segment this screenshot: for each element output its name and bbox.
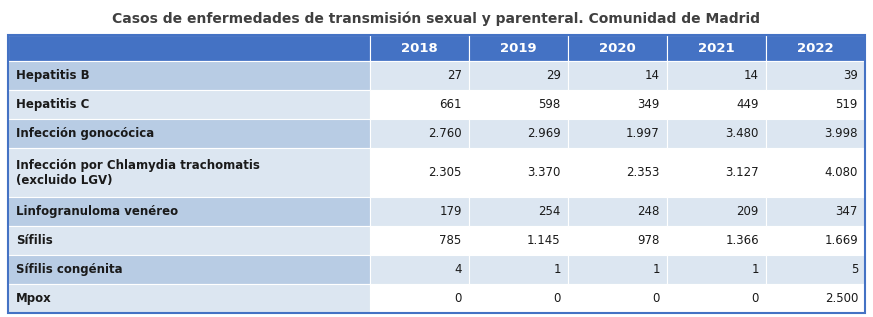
Text: 598: 598 [539, 98, 560, 111]
Text: 2018: 2018 [401, 42, 437, 55]
Text: 2.305: 2.305 [429, 166, 462, 179]
Text: Linfogranuloma venéreo: Linfogranuloma venéreo [16, 205, 178, 218]
Text: 3.127: 3.127 [725, 166, 759, 179]
Text: 5: 5 [850, 263, 858, 276]
Text: 14: 14 [645, 69, 660, 82]
Text: 254: 254 [539, 205, 560, 218]
Text: 2.760: 2.760 [428, 127, 462, 140]
Text: 2019: 2019 [500, 42, 537, 55]
Text: Hepatitis C: Hepatitis C [16, 98, 89, 111]
Text: 0: 0 [553, 292, 560, 305]
Text: 661: 661 [439, 98, 462, 111]
Text: 4: 4 [454, 263, 462, 276]
Text: 2.500: 2.500 [825, 292, 858, 305]
Text: 1.669: 1.669 [824, 234, 858, 247]
Text: 1: 1 [652, 263, 660, 276]
Text: 2020: 2020 [599, 42, 636, 55]
Text: 14: 14 [744, 69, 759, 82]
Text: 2.969: 2.969 [527, 127, 560, 140]
Text: Infección gonocócica: Infección gonocócica [16, 127, 155, 140]
Text: 785: 785 [439, 234, 462, 247]
Text: Mpox: Mpox [16, 292, 52, 305]
Text: 3.480: 3.480 [725, 127, 759, 140]
Text: 1.366: 1.366 [725, 234, 759, 247]
Text: 0: 0 [454, 292, 462, 305]
Text: Infección por Chlamydia trachomatis
(excluido LGV): Infección por Chlamydia trachomatis (exc… [16, 158, 260, 186]
Text: Casos de enfermedades de transmisión sexual y parenteral. Comunidad de Madrid: Casos de enfermedades de transmisión sex… [113, 12, 760, 26]
Text: 3.370: 3.370 [527, 166, 560, 179]
Text: 449: 449 [737, 98, 759, 111]
Text: 1.997: 1.997 [626, 127, 660, 140]
Text: 0: 0 [652, 292, 660, 305]
Text: 248: 248 [637, 205, 660, 218]
Text: 978: 978 [637, 234, 660, 247]
Text: 2022: 2022 [797, 42, 834, 55]
Text: 2021: 2021 [698, 42, 735, 55]
Text: 0: 0 [752, 292, 759, 305]
Text: 29: 29 [546, 69, 560, 82]
Text: Hepatitis B: Hepatitis B [16, 69, 90, 82]
Text: 347: 347 [835, 205, 858, 218]
Text: 39: 39 [843, 69, 858, 82]
Text: 27: 27 [447, 69, 462, 82]
Text: Sífilis congénita: Sífilis congénita [16, 263, 122, 276]
Text: 209: 209 [737, 205, 759, 218]
Text: 519: 519 [835, 98, 858, 111]
Text: 2.353: 2.353 [627, 166, 660, 179]
Text: 1.145: 1.145 [527, 234, 560, 247]
Text: 349: 349 [637, 98, 660, 111]
Text: Sífilis: Sífilis [16, 234, 52, 247]
Text: 1: 1 [752, 263, 759, 276]
Text: 3.998: 3.998 [824, 127, 858, 140]
Text: 179: 179 [439, 205, 462, 218]
Text: 4.080: 4.080 [825, 166, 858, 179]
Text: 1: 1 [553, 263, 560, 276]
